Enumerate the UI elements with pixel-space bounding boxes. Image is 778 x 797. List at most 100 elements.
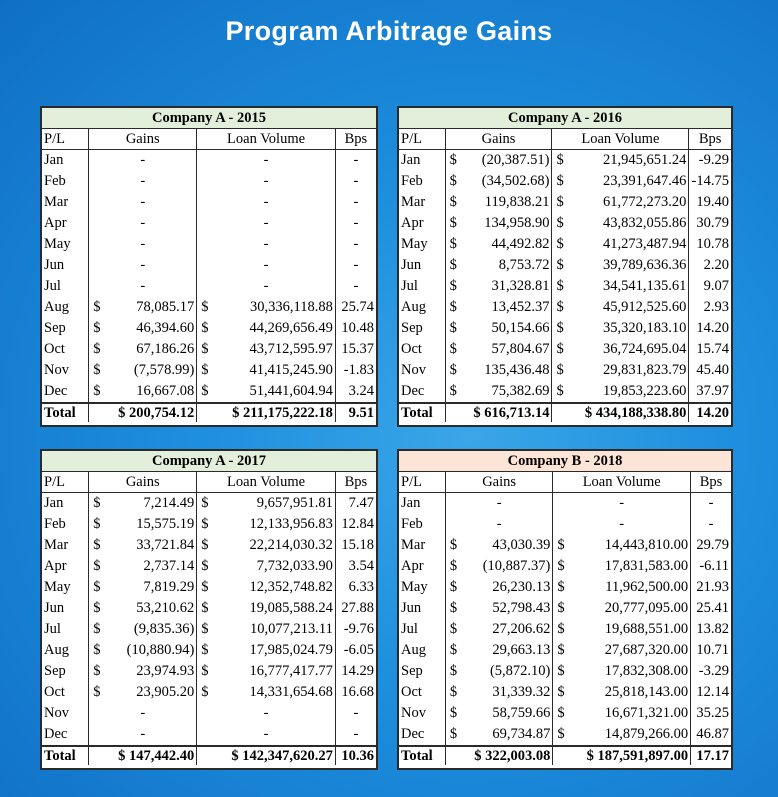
- total-gains: $ 147,442.40: [88, 745, 197, 765]
- table-row: Jan $ (20,387.51) $21,945,651.24 -9.29: [399, 149, 731, 171]
- bps-cell: 10.71: [690, 640, 731, 661]
- currency-symbol: $: [88, 661, 108, 682]
- bps-cell: 7.47: [334, 492, 376, 514]
- month-cell: Jun: [401, 600, 422, 616]
- bps-cell: -: [334, 192, 376, 213]
- header-loan-volume: Loan Volume: [196, 128, 336, 150]
- company-header-row: Company A - 2015: [42, 108, 376, 129]
- header-loan-volume: Loan Volume: [552, 471, 691, 493]
- month-cell: Aug: [44, 299, 69, 315]
- table-row: Nov $135,436.48 $29,831,823.79 45.40: [399, 360, 731, 381]
- currency-symbol: $: [88, 556, 108, 577]
- loan-volume-cell: 61,772,273.20: [602, 194, 687, 210]
- table-row: Dec - - -: [42, 724, 376, 746]
- currency-symbol: $: [444, 213, 464, 234]
- currency-symbol: $: [196, 514, 216, 535]
- loan-volume-cell: 16,777,417.77: [249, 663, 333, 679]
- month-cell: Dec: [44, 383, 68, 399]
- month-cell: Apr: [401, 558, 424, 574]
- bps-cell: -9.76: [334, 619, 376, 640]
- currency-symbol: $: [552, 682, 572, 703]
- table-row: Jun $8,753.72 $39,789,636.36 2.20: [399, 255, 731, 276]
- gains-cell: 119,838.21: [484, 194, 550, 210]
- loan-volume-cell: -: [196, 234, 336, 255]
- table-row: Jul $27,206.62 $19,688,551.00 13.82: [399, 619, 731, 640]
- header-pl: P/L: [42, 128, 89, 150]
- currency-symbol: $: [88, 640, 108, 661]
- loan-volume-cell: 41,415,245.90: [249, 362, 333, 378]
- gains-cell: -: [88, 171, 197, 192]
- loan-volume-cell: 17,831,583.00: [604, 558, 689, 574]
- month-cell: Nov: [44, 705, 69, 721]
- table-row: Oct $57,804.67 $36,724,695.04 15.74: [399, 339, 731, 360]
- table-row: Sep $23,974.93 $16,777,417.77 14.29: [42, 661, 376, 682]
- gains-cell: 13,452.37: [491, 299, 550, 315]
- currency-symbol: $: [552, 724, 572, 746]
- table-row: Jan $7,214.49 $9,657,951.81 7.47: [42, 492, 376, 514]
- loan-volume-cell: 22,214,030.32: [249, 537, 333, 553]
- table-row: Feb - - -: [399, 514, 731, 535]
- total-bps: 17.17: [690, 745, 731, 765]
- currency-symbol: $: [444, 297, 464, 318]
- bps-cell: 14.29: [334, 661, 376, 682]
- currency-symbol: $: [196, 577, 216, 598]
- gains-cell: 53,210.62: [136, 600, 195, 616]
- month-cell: Oct: [44, 341, 65, 357]
- month-cell: Apr: [44, 215, 67, 231]
- loan-volume-cell: 12,352,748.82: [249, 579, 333, 595]
- currency-symbol: $: [88, 381, 108, 403]
- bps-cell: -: [690, 514, 731, 535]
- header-loan-volume: Loan Volume: [196, 471, 336, 493]
- loan-volume-cell: 14,331,654.68: [249, 684, 333, 700]
- currency-symbol: $: [444, 149, 464, 171]
- currency-symbol: $: [444, 640, 465, 661]
- bps-cell: 15.18: [334, 535, 376, 556]
- currency-symbol: $: [552, 577, 572, 598]
- currency-symbol: $: [196, 318, 216, 339]
- gains-cell: 2,737.14: [143, 558, 195, 574]
- loan-volume-cell: -: [196, 724, 336, 746]
- gains-cell: 58,759.66: [492, 705, 551, 721]
- total-bps: 14.20: [688, 402, 731, 422]
- pl-table: Company A - 2017 P/L Gains Loan Volume Bps Ja…: [42, 451, 376, 765]
- bps-cell: -: [334, 234, 376, 255]
- bps-cell: -9.29: [688, 149, 731, 171]
- table-row: Apr $134,958.90 $43,832,055.86 30.79: [399, 213, 731, 234]
- currency-symbol: $: [444, 682, 465, 703]
- total-row: Total $ 147,442.40 $ 142,347,620.27 10.36: [42, 745, 376, 765]
- loan-volume-cell: 19,853,223.60: [602, 383, 687, 399]
- bps-cell: 2.20: [688, 255, 731, 276]
- bps-cell: -: [334, 724, 376, 746]
- currency-symbol: $: [196, 661, 216, 682]
- column-header-row: P/L Gains Loan Volume Bps: [42, 128, 376, 150]
- month-cell: Sep: [401, 320, 423, 336]
- month-cell: May: [401, 579, 428, 595]
- gains-cell: 23,905.20: [136, 684, 195, 700]
- loan-volume-cell: -: [196, 192, 336, 213]
- gains-cell: 75,382.69: [491, 383, 550, 399]
- header-pl: P/L: [42, 471, 89, 493]
- bps-cell: 10.78: [688, 234, 731, 255]
- currency-symbol: $: [444, 556, 465, 577]
- table-row: Jul $ (9,835.36) $10,077,213.11 -9.76: [42, 619, 376, 640]
- month-cell: Dec: [401, 383, 425, 399]
- currency-symbol: $: [551, 339, 571, 360]
- gains-cell: (10,880.94): [126, 642, 195, 658]
- gains-cell: 78,085.17: [136, 299, 195, 315]
- loan-volume-cell: 43,712,595.97: [249, 341, 333, 357]
- month-cell: Mar: [401, 194, 426, 210]
- month-cell: Aug: [401, 642, 426, 658]
- gains-cell: 67,186.26: [136, 341, 195, 357]
- table-row: May $7,819.29 $12,352,748.82 6.33: [42, 577, 376, 598]
- bps-cell: -6.11: [690, 556, 731, 577]
- bps-cell: 35.25: [690, 703, 731, 724]
- total-loan-volume: $ 434,188,338.80: [551, 402, 689, 422]
- currency-symbol: $: [444, 192, 464, 213]
- currency-symbol: $: [552, 661, 572, 682]
- table-row: Jun $53,210.62 $19,085,588.24 27.88: [42, 598, 376, 619]
- loan-volume-cell: 43,832,055.86: [602, 215, 687, 231]
- total-row: Total $ 616,713.14 $ 434,188,338.80 14.20: [399, 402, 731, 422]
- month-cell: Dec: [401, 726, 425, 742]
- total-bps: 9.51: [334, 402, 376, 422]
- header-bps: Bps: [690, 471, 731, 493]
